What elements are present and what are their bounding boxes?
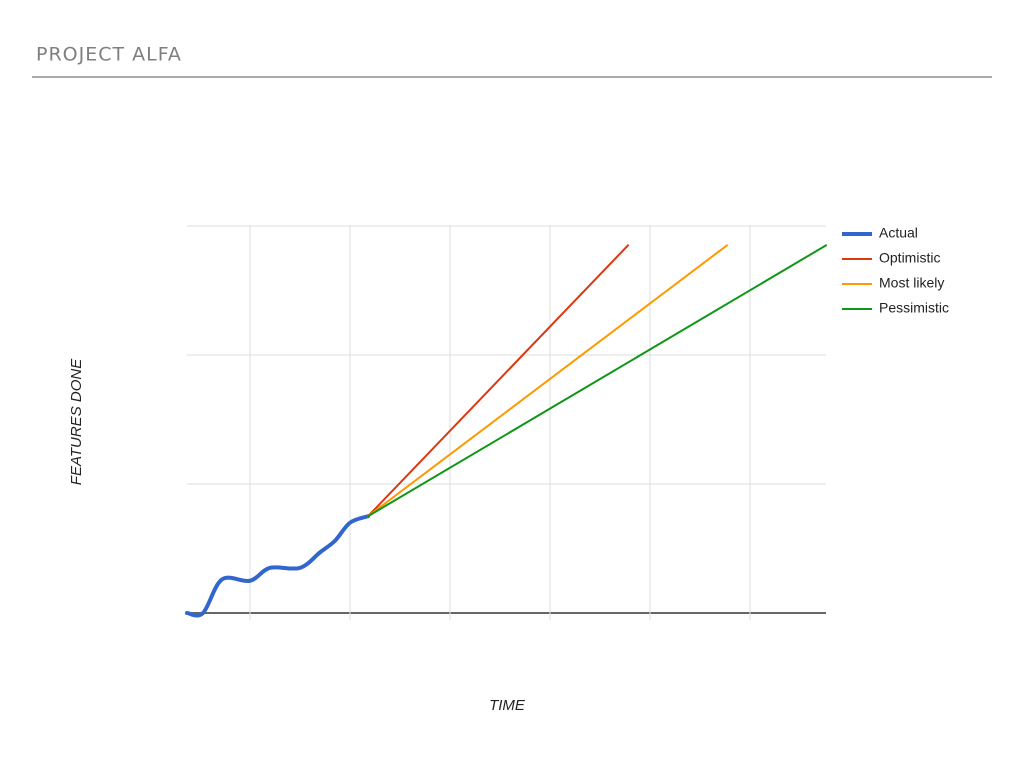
slide-title: PROJECT ALFA [36,44,182,66]
series-line [367,244,629,518]
x-axis-label: TIME [489,697,526,714]
legend-label: Most likely [879,275,944,291]
series-line [367,244,728,518]
series-line [185,514,370,618]
legend-label: Optimistic [879,250,940,266]
series-line [367,244,827,518]
legend-label: Actual [879,225,918,241]
legend-label: Pessimistic [879,300,949,316]
y-axis-label: FEATURES DONE [68,358,85,485]
